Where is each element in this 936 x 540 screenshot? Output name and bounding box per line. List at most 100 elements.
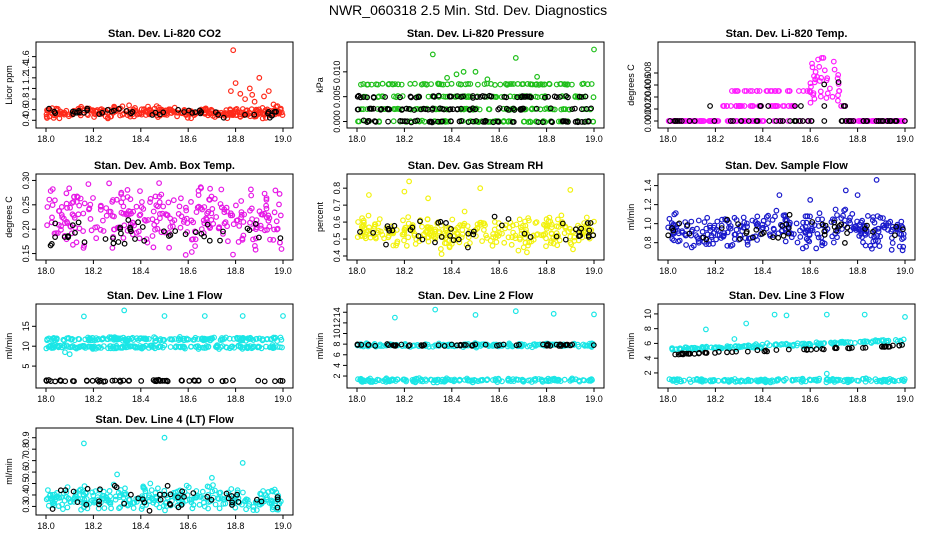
- series-point: [871, 219, 878, 226]
- reference-point: [744, 348, 751, 355]
- reference-point: [695, 350, 702, 357]
- series-point: [772, 103, 779, 109]
- series-point: [188, 198, 194, 205]
- series-point: [147, 195, 154, 202]
- series-point: [221, 209, 228, 216]
- series-point: [448, 80, 455, 87]
- series-point: [44, 222, 50, 229]
- reference-point: [70, 111, 77, 117]
- series-point: [548, 230, 555, 237]
- series-point: [58, 203, 65, 210]
- reference-point: [277, 235, 284, 242]
- series-point: [211, 334, 218, 341]
- reference-point: [521, 230, 528, 237]
- series-point: [865, 212, 871, 219]
- reference-point: [182, 231, 189, 238]
- reference-point: [496, 105, 503, 111]
- series-point: [749, 217, 756, 224]
- outlier-point: [121, 307, 128, 314]
- series-point: [266, 215, 273, 222]
- reference-point: [69, 108, 76, 115]
- panel-1: Stan. Dev. Li-820 CO2 Licor ppm 18.0 18.2 18…: [4, 28, 294, 144]
- y-tick-label: 5: [21, 364, 31, 369]
- reference-point: [563, 93, 570, 99]
- series-point: [76, 225, 83, 232]
- series-point: [130, 505, 137, 512]
- series-point: [258, 225, 265, 232]
- series-point: [817, 88, 824, 95]
- x-tick-label: 18.8: [227, 134, 245, 144]
- outlier-point: [591, 311, 597, 318]
- reference-point: [435, 342, 442, 349]
- reference-point: [265, 108, 272, 115]
- series-point: [500, 105, 507, 112]
- series-point: [543, 243, 549, 250]
- y-tick-label: 1.2: [643, 198, 653, 211]
- reference-point: [590, 342, 597, 349]
- series-point: [423, 81, 430, 88]
- series-point: [764, 340, 771, 347]
- series-point: [533, 342, 539, 348]
- series-point: [60, 336, 67, 343]
- outlier-point: [265, 88, 272, 94]
- series-point: [763, 213, 770, 220]
- series-point: [276, 201, 282, 208]
- reference-point: [838, 221, 845, 228]
- x-tick-label: 18.4: [443, 266, 461, 276]
- reference-point: [900, 226, 906, 233]
- series-point: [901, 378, 907, 385]
- y-tick-label: 0.5: [21, 477, 31, 490]
- plot-frame: [35, 173, 294, 261]
- series-point: [495, 232, 502, 239]
- series-point: [701, 377, 707, 384]
- reference-point: [269, 112, 275, 119]
- series-point: [195, 203, 202, 210]
- series-point: [558, 106, 565, 113]
- series-point: [824, 90, 831, 97]
- series-point: [100, 343, 107, 350]
- outlier-point: [251, 98, 258, 105]
- panel-title: Stan. Dev. Line 4 (LT) Flow: [95, 414, 234, 426]
- series-point: [120, 195, 127, 202]
- series-point: [756, 88, 763, 94]
- reference-point: [527, 234, 534, 240]
- series-point: [379, 80, 386, 87]
- series-point: [522, 218, 528, 225]
- y-tick-label: 0.5: [332, 233, 342, 246]
- series-point: [446, 243, 453, 249]
- series-point: [177, 224, 184, 231]
- series-point: [111, 226, 118, 233]
- series-point: [877, 233, 884, 240]
- series-point: [692, 232, 699, 239]
- x-tick-label: 18.4: [132, 521, 150, 531]
- reference-point: [81, 239, 88, 246]
- series-point: [392, 81, 398, 87]
- series-point: [814, 230, 821, 237]
- series-point: [721, 377, 728, 384]
- reference-point: [850, 118, 857, 124]
- series-point: [880, 215, 886, 222]
- series-point: [405, 234, 412, 241]
- reference-point: [665, 232, 672, 239]
- series-point: [154, 485, 161, 492]
- series-point: [401, 226, 408, 233]
- y-tick-label: 0.004: [643, 86, 653, 109]
- reference-point: [495, 106, 502, 113]
- series-point: [847, 214, 853, 221]
- series-point: [91, 337, 98, 344]
- series-point: [846, 217, 853, 224]
- series-point: [162, 507, 168, 514]
- reference-point: [833, 227, 839, 234]
- series-point: [263, 343, 269, 350]
- series-point: [137, 188, 143, 195]
- y-tick-label: 6: [643, 341, 653, 346]
- reference-point: [215, 111, 222, 118]
- series-point: [464, 223, 471, 230]
- series-point: [250, 236, 256, 243]
- reference-point: [862, 344, 869, 351]
- series-point: [687, 379, 694, 385]
- series-point: [103, 212, 110, 219]
- series-point: [885, 220, 892, 227]
- reference-point: [447, 232, 454, 239]
- series-point: [379, 93, 386, 100]
